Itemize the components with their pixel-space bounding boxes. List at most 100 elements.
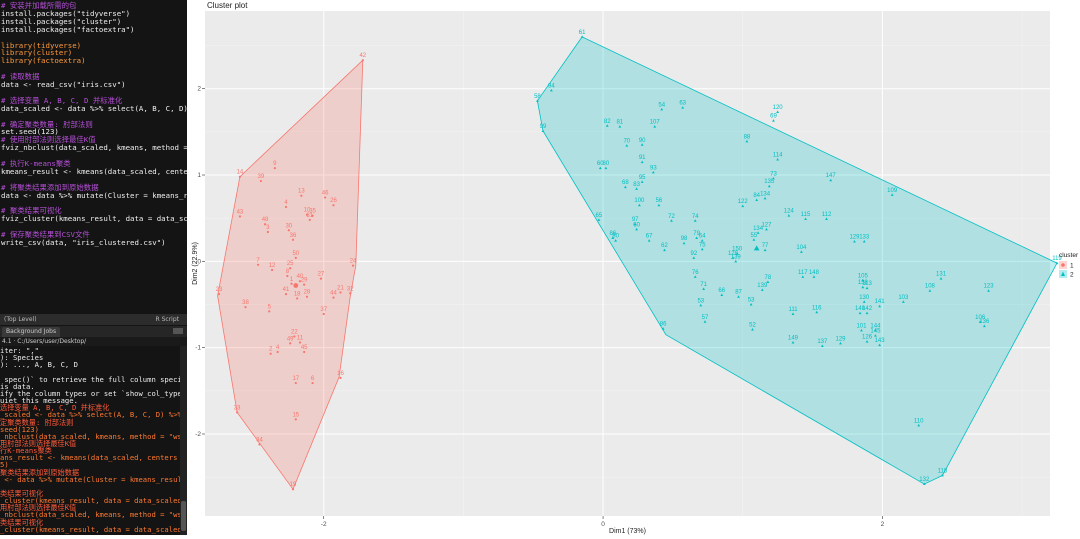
point-label: 18: [294, 291, 301, 297]
cluster-2-point: [633, 222, 637, 226]
cluster-2-point: [767, 184, 771, 188]
r-console[interactable]: iter: ","): Species): ..., A, B, C, D sp…: [0, 346, 180, 535]
cluster-2-point: [663, 248, 666, 252]
cluster-2-point: [765, 227, 768, 231]
cluster-1-point: [273, 167, 276, 170]
point-label: 103: [898, 295, 909, 301]
point-label: 80: [612, 234, 619, 240]
point-label: 143: [875, 338, 886, 344]
point-label: 112: [822, 212, 832, 218]
point-label: 11: [297, 335, 304, 341]
console-line: ): ..., A, B, C, D: [0, 360, 78, 370]
legend-symbol: [1061, 271, 1065, 276]
code-line: # 保存聚类结果到CSV文件: [1, 230, 90, 240]
console-line: spec()` to retrieve the full column spec…: [4, 374, 180, 384]
point-label: 19: [290, 482, 297, 488]
cluster-2-point: [756, 231, 760, 234]
code-line: # 将聚类结果添加到原始数据: [1, 182, 99, 192]
cluster-2-point: [941, 473, 944, 477]
console-line: 用肘部法则选择最佳K值: [0, 503, 77, 513]
cluster-1-point: [339, 291, 342, 294]
console-scroll-thumb[interactable]: [181, 501, 186, 531]
legend-label: 1: [1070, 263, 1074, 270]
point-label: 104: [796, 245, 807, 251]
cluster-1-point: [361, 59, 364, 62]
cluster-2-point: [640, 160, 644, 164]
cluster-2-point: [670, 219, 673, 222]
code-line: install.packages("cluster"): [1, 16, 122, 26]
point-label: 1: [290, 277, 294, 283]
cluster-2-point: [731, 256, 735, 259]
point-label: 9: [273, 161, 277, 167]
point-label: 48: [262, 217, 269, 223]
console-line: ans_result <- kmeans(data_scaled, center…: [0, 453, 178, 463]
point-label: 2: [269, 347, 273, 353]
cluster-2-point: [755, 198, 759, 202]
plots-pane: Cluster plot -2 0 2 -2 -1 0 1 2 Dim1 (73%) Dim2 (2…: [187, 0, 1080, 535]
tab-background-jobs[interactable]: Background Jobs: [2, 327, 61, 337]
cluster-1-point: [349, 292, 352, 295]
point-label: 33: [234, 405, 241, 411]
point-label: 130: [859, 295, 870, 301]
cluster-2-point: [791, 312, 795, 315]
point-label: 128: [728, 251, 739, 257]
console-line: _nbclust(data_scaled, kmeans, method = "…: [0, 510, 180, 520]
point-label: 26: [330, 198, 337, 204]
cluster-2-point: [536, 99, 539, 102]
point-label: 86: [660, 322, 667, 328]
cluster-2-point: [791, 340, 795, 344]
point-label: 7: [256, 258, 260, 264]
console-scrollbar[interactable]: [180, 346, 187, 535]
scope-indicator[interactable]: (Top Level): [4, 316, 37, 323]
legend-symbol: [1061, 263, 1065, 267]
point-label: 137: [817, 339, 828, 345]
cluster-1-point: [305, 295, 309, 298]
cluster-2-point: [799, 250, 803, 253]
point-label: 76: [692, 270, 699, 276]
point-label: 44: [330, 291, 337, 297]
point-label: 17: [292, 376, 299, 382]
cluster-1-point: [284, 293, 288, 296]
file-type-indicator[interactable]: R Script: [155, 316, 179, 323]
point-label: 134: [760, 191, 771, 197]
cluster-2-point: [815, 310, 819, 314]
point-label: 31: [306, 213, 313, 219]
cluster-2-point: [700, 247, 704, 251]
point-label: 65: [596, 213, 603, 219]
point-label: 39: [258, 174, 265, 180]
point-label: 148: [809, 270, 820, 276]
cluster-2-point: [839, 341, 842, 345]
point-label: 83: [633, 182, 640, 188]
cluster-1-point: [351, 264, 355, 267]
point-label: 3: [266, 225, 270, 231]
cluster-2-point: [874, 334, 877, 337]
x-tick-label: 2: [881, 521, 885, 528]
cluster-2-point: [699, 303, 703, 307]
code-line: # 使用肘部法则选择最佳K值: [1, 135, 96, 145]
point-label: 131: [936, 272, 947, 278]
cluster-1-point: [293, 335, 296, 338]
cluster-2-point: [624, 185, 627, 189]
point-label: 37: [320, 307, 327, 313]
point-label: 60: [597, 161, 604, 167]
point-label: 93: [650, 165, 657, 171]
point-label: 114: [773, 152, 783, 158]
cluster-1-point: [311, 214, 314, 217]
pane-minimize-icon[interactable]: [173, 328, 183, 334]
cluster-2-point: [653, 125, 657, 128]
code-line: fviz_cluster(kmeans_result, data = data_…: [1, 214, 187, 224]
cluster-2-point: [737, 295, 740, 298]
code-line: fviz_nbclust(data_scaled, kmeans, method…: [1, 143, 187, 153]
code-line: library(cluster): [1, 48, 73, 58]
script-editor[interactable]: # 安装并加载所需的包 install.packages("tidyverse")…: [0, 0, 187, 312]
point-label: 45: [301, 345, 308, 351]
y-tick-label: 0: [197, 258, 201, 265]
point-label: 68: [622, 180, 629, 186]
point-label: 100: [634, 198, 645, 204]
code-line: data <- read_csv("iris.csv"): [1, 80, 126, 89]
code-line: data_scaled <- data %>% select(A, B, C, …: [1, 103, 187, 113]
point-label: 69: [770, 114, 777, 120]
cluster-2-point: [703, 320, 707, 323]
point-label: 14: [237, 170, 244, 176]
cluster-2-point: [763, 248, 767, 252]
